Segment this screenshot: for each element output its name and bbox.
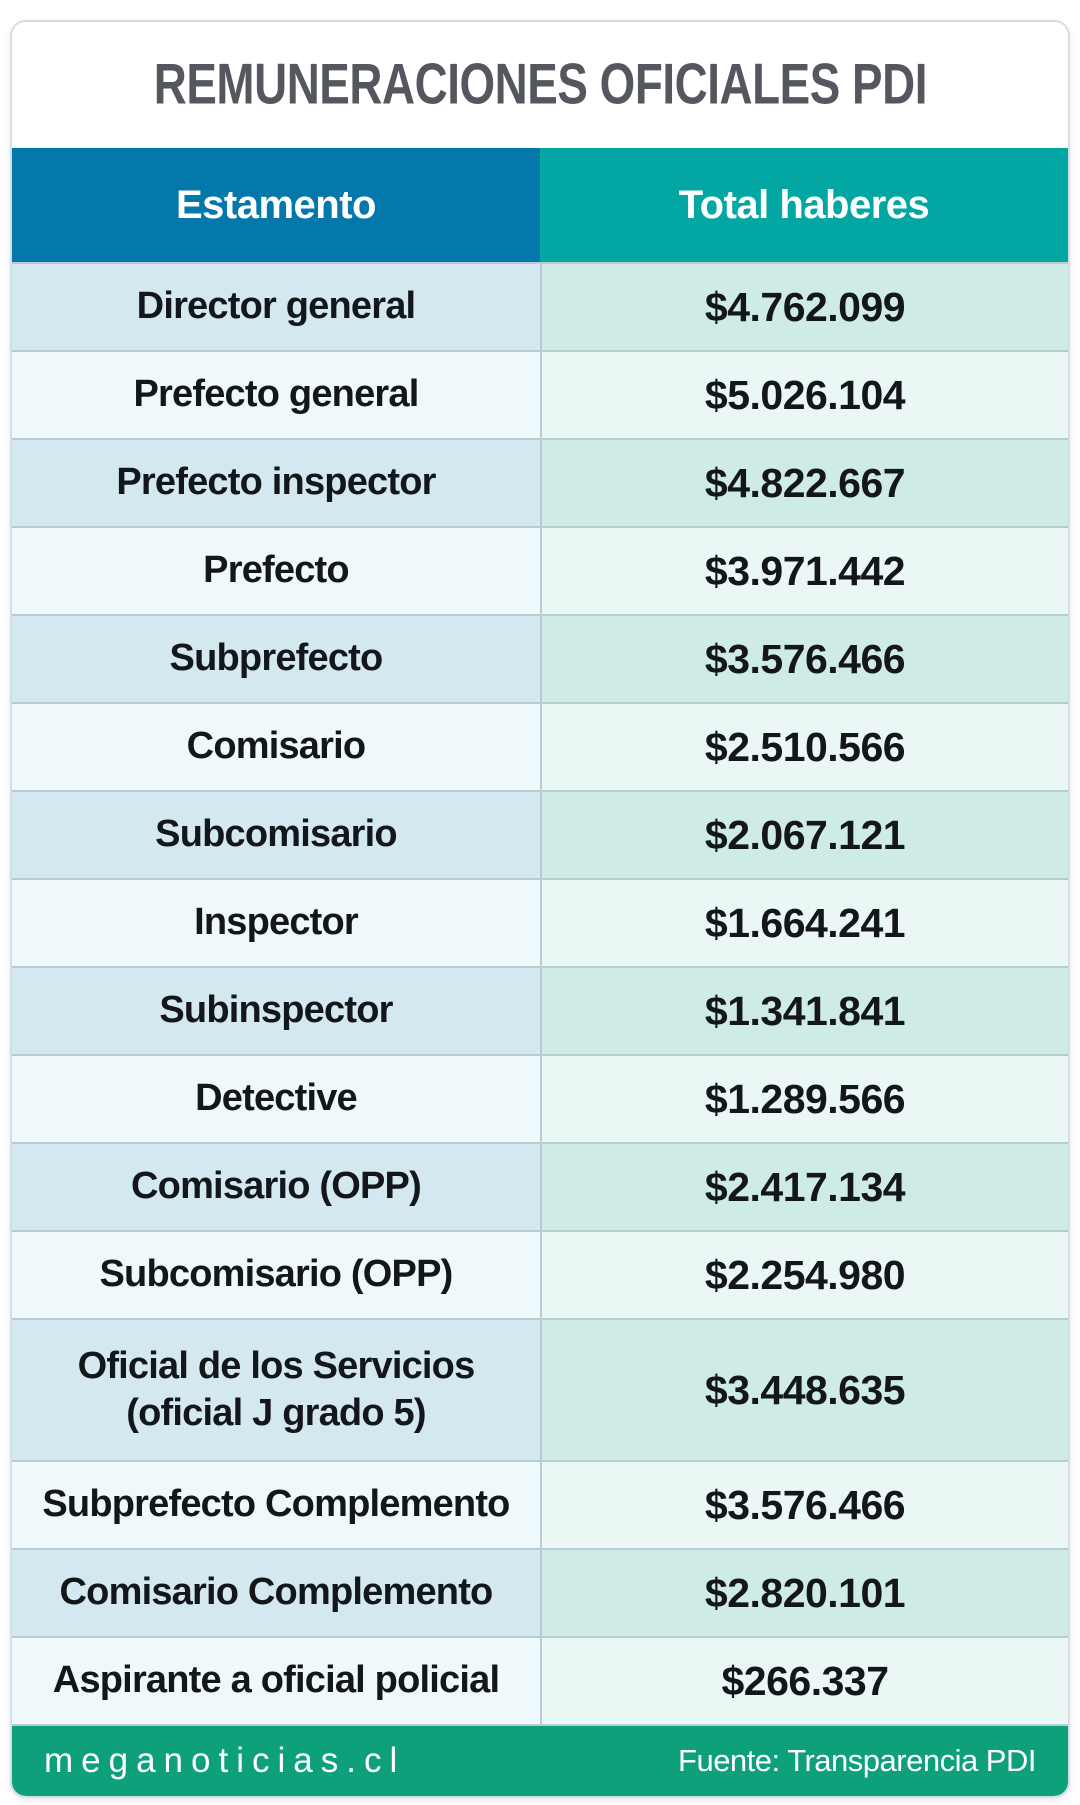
estamento-cell: Prefecto [12,528,540,614]
total-cell: $3.448.635 [540,1320,1068,1460]
table-row: Oficial de los Servicios (oficial J grad… [12,1318,1068,1460]
table-row: Subinspector $1.341.841 [12,966,1068,1054]
table-row: Comisario $2.510.566 [12,702,1068,790]
estamento-cell: Prefecto inspector [12,440,540,526]
total-cell: $4.822.667 [540,440,1068,526]
total-cell: $5.026.104 [540,352,1068,438]
estamento-cell: Oficial de los Servicios (oficial J grad… [12,1320,540,1460]
column-header-total-haberes: Total haberes [540,148,1068,262]
estamento-cell: Prefecto general [12,352,540,438]
total-cell: $2.820.101 [540,1550,1068,1636]
total-cell: $4.762.099 [540,264,1068,350]
estamento-cell: Inspector [12,880,540,966]
table-row: Subcomisario (OPP) $2.254.980 [12,1230,1068,1318]
table-row: Prefecto $3.971.442 [12,526,1068,614]
estamento-cell: Subprefecto [12,616,540,702]
table-row: Inspector $1.664.241 [12,878,1068,966]
total-cell: $3.576.466 [540,616,1068,702]
table-row: Detective $1.289.566 [12,1054,1068,1142]
source-text: Fuente: Transparencia PDI [678,1743,1036,1778]
estamento-cell: Subprefecto Complemento [12,1462,540,1548]
table-row: Comisario Complemento $2.820.101 [12,1548,1068,1636]
estamento-cell: Comisario [12,704,540,790]
total-cell: $1.289.566 [540,1056,1068,1142]
estamento-cell: Subinspector [12,968,540,1054]
estamento-cell: Comisario (OPP) [12,1144,540,1230]
table-row: Comisario (OPP) $2.417.134 [12,1142,1068,1230]
table-row: Subprefecto Complemento $3.576.466 [12,1460,1068,1548]
total-cell: $2.067.121 [540,792,1068,878]
total-cell: $3.971.442 [540,528,1068,614]
table-header-row: Estamento Total haberes [12,148,1068,262]
table-row: Aspirante a oficial policial $266.337 [12,1636,1068,1724]
total-cell: $3.576.466 [540,1462,1068,1548]
table-row: Subcomisario $2.067.121 [12,790,1068,878]
table-row: Subprefecto $3.576.466 [12,614,1068,702]
total-cell: $2.417.134 [540,1144,1068,1230]
estamento-cell: Subcomisario (OPP) [12,1232,540,1318]
total-cell: $266.337 [540,1638,1068,1724]
title-bar: REMUNERACIONES OFICIALES PDI [12,22,1068,148]
total-cell: $2.510.566 [540,704,1068,790]
total-cell: $1.664.241 [540,880,1068,966]
estamento-cell: Director general [12,264,540,350]
total-cell: $1.341.841 [540,968,1068,1054]
page-title: REMUNERACIONES OFICIALES PDI [153,53,927,117]
table-row: Director general $4.762.099 [12,262,1068,350]
estamento-cell: Aspirante a oficial policial [12,1638,540,1724]
estamento-cell: Subcomisario [12,792,540,878]
column-header-estamento: Estamento [12,148,540,262]
estamento-cell: Detective [12,1056,540,1142]
footer-bar: meganoticias.cl Fuente: Transparencia PD… [12,1724,1068,1796]
infographic-card: REMUNERACIONES OFICIALES PDI Estamento T… [10,20,1070,1798]
estamento-cell: Comisario Complemento [12,1550,540,1636]
table-row: Prefecto inspector $4.822.667 [12,438,1068,526]
table-row: Prefecto general $5.026.104 [12,350,1068,438]
total-cell: $2.254.980 [540,1232,1068,1318]
table-body: Director general $4.762.099 Prefecto gen… [12,262,1068,1724]
brand-text: meganoticias.cl [44,1741,406,1780]
